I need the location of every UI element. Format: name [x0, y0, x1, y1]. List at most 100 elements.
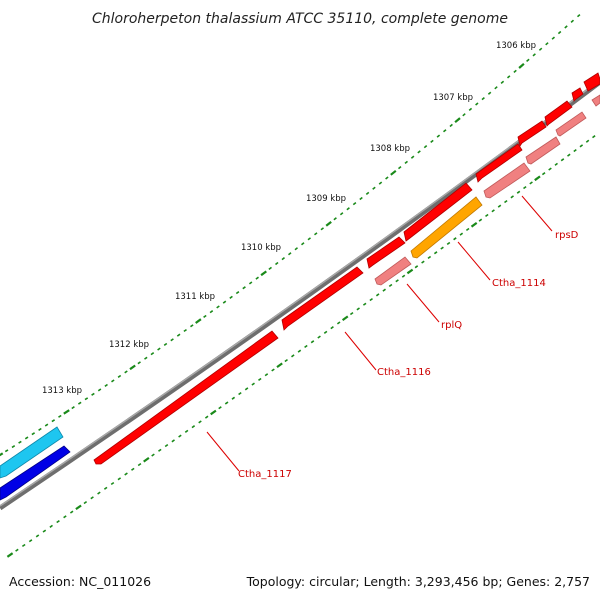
map-title: Chloroherpeton thalassium ATCC 35110, co…: [92, 11, 508, 27]
inner-ruler-tick: [151, 453, 155, 457]
inner-ruler-tick: [264, 373, 269, 377]
outer-ruler-tick: [570, 19, 575, 23]
inner-ruler-tick: [421, 260, 425, 264]
gene-rplq[interactable]: [374, 256, 412, 286]
outer-ruler-tick: [190, 324, 194, 328]
gene-forward-4[interactable]: [475, 143, 523, 183]
outer-ruler-tick: [378, 181, 383, 185]
gene-forward-6[interactable]: [544, 100, 573, 127]
gene-reverse-7[interactable]: [591, 94, 600, 107]
inner-ruler-tick: [369, 297, 373, 302]
outer-ruler-tick: [11, 445, 16, 449]
outer-ruler-tick: [372, 186, 376, 190]
outer-ruler-tick: [506, 75, 511, 79]
outer-ruler-tick: [545, 42, 549, 46]
gene-reverse-5[interactable]: [525, 136, 561, 165]
gene-label-ctha-1116: Ctha_1116: [377, 367, 431, 378]
inner-ruler-tick: [103, 486, 108, 490]
inner-ruler-tick: [388, 283, 393, 288]
outer-ruler-tick: [170, 338, 174, 342]
gene-forward-1[interactable]: [281, 266, 364, 331]
inner-ruler-tick: [184, 429, 189, 433]
inner-ruler-tick: [478, 218, 483, 222]
gene-blue-track[interactable]: [0, 445, 71, 501]
outer-ruler-tick: [346, 207, 350, 211]
outer-ruler-tick: [44, 423, 49, 427]
inner-ruler-tick: [304, 344, 308, 349]
inner-ruler-tick: [375, 293, 380, 297]
outer-ruler-tick: [538, 47, 543, 51]
inner-ruler-tick: [63, 515, 67, 519]
outer-ruler-tick: [359, 196, 363, 201]
inner-ruler-tick: [56, 520, 60, 524]
inner-ruler-tick: [414, 265, 419, 269]
inner-ruler-tick: [433, 251, 438, 255]
inner-ruler-tick: [406, 268, 414, 275]
outer-ruler-tick: [4, 449, 9, 453]
inner-ruler-tick: [42, 529, 47, 533]
inner-ruler-tick: [510, 195, 514, 199]
inner-ruler-tick: [224, 401, 229, 405]
inner-ruler-tick: [297, 349, 302, 353]
outer-ruler-tick: [320, 227, 324, 231]
outer-ruler-tick: [216, 305, 220, 309]
inner-ruler-tick: [401, 274, 406, 278]
gene-ctha-1114[interactable]: [410, 196, 483, 259]
inner-ruler-tick: [323, 330, 328, 334]
inner-ruler-tick: [310, 340, 315, 344]
inner-ruler-tick: [137, 462, 142, 467]
inner-ruler-tick: [317, 335, 321, 339]
tick-label-1307: 1307 kbp: [433, 93, 473, 103]
inner-ruler-tick: [446, 241, 451, 246]
outer-ruler-tick: [63, 409, 70, 415]
inner-ruler-tick: [336, 321, 341, 325]
inner-ruler-tick: [164, 443, 169, 448]
inner-ruler: [6, 135, 596, 558]
inner-ruler-tick: [504, 199, 508, 204]
gene-forward-3[interactable]: [403, 182, 473, 242]
inner-ruler-tick: [459, 232, 464, 236]
outer-ruler-tick: [248, 281, 253, 285]
outer-ruler-tick: [564, 25, 568, 29]
outer-ruler-tick: [301, 242, 305, 246]
outer-ruler-tick: [481, 96, 485, 101]
inner-ruler-tick: [541, 172, 546, 176]
inner-ruler-tick: [573, 148, 577, 153]
outer-ruler-tick: [38, 427, 42, 431]
outer-ruler-tick: [84, 397, 89, 401]
inner-ruler-tick: [171, 439, 175, 443]
inner-ruler-tick: [284, 358, 288, 363]
outer-ruler-tick: [222, 300, 227, 304]
outer-ruler-tick: [163, 342, 168, 346]
outer-ruler-tick: [18, 440, 22, 444]
outer-ruler-tick: [0, 452, 4, 457]
gene-forward-5[interactable]: [517, 120, 547, 148]
outer-ruler-tick: [462, 113, 466, 117]
outer-ruler-tick: [532, 53, 536, 57]
inner-ruler-tick: [244, 387, 249, 391]
gene-forward-8[interactable]: [583, 72, 600, 92]
gene-forward-2[interactable]: [366, 236, 406, 269]
outer-ruler-tick: [157, 347, 161, 351]
outer-ruler-tick: [436, 134, 441, 138]
gene-reverse-6[interactable]: [555, 111, 587, 137]
inner-ruler-tick: [356, 307, 360, 311]
inner-ruler-tick: [204, 415, 209, 419]
inner-ruler-tick: [90, 496, 94, 500]
outer-ruler-tick: [71, 406, 75, 410]
outer-ruler-tick: [513, 69, 517, 74]
gene-cyan-track[interactable]: [0, 426, 64, 479]
outer-ruler-tick: [468, 107, 473, 112]
forward-strand-genes: [281, 72, 600, 331]
inner-ruler-tick: [131, 467, 135, 471]
outer-ruler-tick: [235, 291, 240, 295]
inner-ruler-tick: [191, 425, 196, 429]
gene-forward-7[interactable]: [571, 87, 584, 102]
gene-ctha-1117[interactable]: [93, 330, 279, 465]
inner-ruler-tick: [238, 391, 242, 396]
outer-ruler-tick: [51, 419, 56, 423]
inner-ruler-tick: [440, 246, 444, 250]
gene-rpsd[interactable]: [483, 162, 531, 199]
inner-ruler-tick: [198, 420, 202, 424]
